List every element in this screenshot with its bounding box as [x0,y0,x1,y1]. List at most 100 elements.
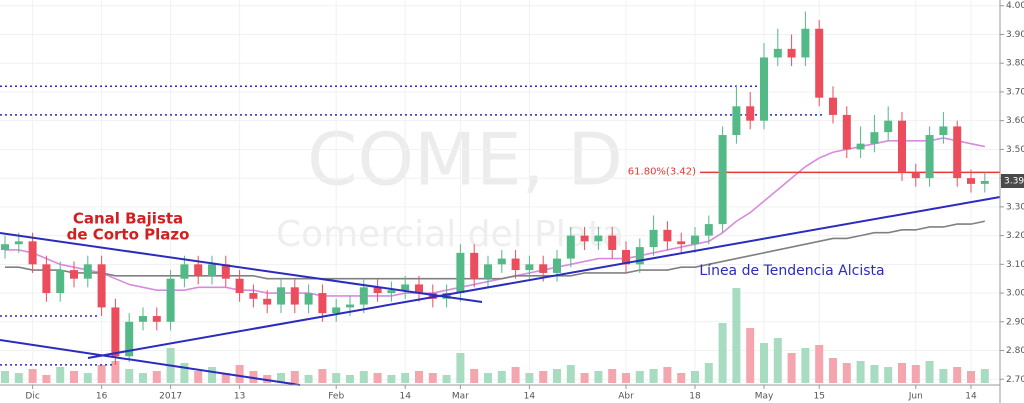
volume-bar [470,369,479,383]
volume-bar [649,369,658,383]
candle-body [622,249,630,265]
candle-body [70,270,78,279]
volume-bar [359,371,368,383]
candle-body [28,241,37,265]
candle-body [967,178,975,184]
candle-body [746,106,755,121]
candle-body [898,120,906,173]
x-tick-label: Jun [908,392,923,402]
volume-bar [594,371,603,383]
annotation: Línea de Tendencia Alcista [699,263,884,279]
volume-bar [97,365,106,383]
last-price-box [1001,174,1024,189]
candle-body [56,270,65,294]
candle-body [387,290,396,294]
moving-average [5,220,985,280]
y-tick-label: 3.90 [1006,30,1024,40]
volume-bar [732,288,741,383]
channel-line [0,339,301,386]
volume-bar [718,323,727,383]
volume-bar [842,363,851,383]
candle-body [525,264,534,271]
volume-bar [83,373,92,383]
volume-bar [373,373,382,383]
y-tick-label: 3.10 [1006,260,1024,270]
channel-line [0,232,483,303]
volume-bar [125,369,134,383]
volume-bar [14,373,23,383]
candle-body [97,264,106,308]
volume-bar [787,353,796,383]
candle-body [787,48,796,58]
volume-bar [801,348,810,383]
candle-body [649,229,658,248]
volume-bar [442,375,451,383]
candle-body [511,258,520,271]
candle-body [704,224,713,236]
candle-body [566,235,575,259]
volume-bar [180,363,189,383]
candle-body [318,293,327,314]
candle-body [663,229,672,242]
candle-body [980,181,989,184]
volume-bar [221,373,230,383]
volume-bar [580,373,589,383]
candle-body [497,258,506,265]
volume-bar [760,343,768,383]
candle-body [884,120,893,133]
x-tick-label: 13 [234,392,245,402]
volume-bar [401,373,410,383]
volume-bar [898,363,906,383]
candle-body [14,241,23,245]
y-tick-label: 3.50 [1006,145,1024,155]
x-tick-label: Dic [25,392,39,402]
candle-body [470,252,479,279]
candle-body [829,97,837,115]
candle-body [139,316,147,322]
y-tick-label: 3.60 [1006,116,1024,126]
volume-bar [608,369,617,383]
candle-body [111,307,120,357]
volume-bar [456,353,465,383]
y-tick-label: 2.90 [1006,317,1024,327]
candle-body [939,126,948,136]
trend-lines [0,196,1001,386]
candle-body [235,278,244,294]
last-price-label: 3.39 [1004,177,1024,187]
candle-body [870,132,879,144]
volume-bar [428,373,437,383]
volume-bar [139,373,147,383]
candle-body [277,287,285,305]
candle-body [911,172,920,179]
volume-bar [553,369,561,383]
candle-body [842,114,851,150]
watermark-subtitle: Comercial del Plata [276,214,624,255]
x-tick-label: 18 [689,392,701,402]
candle-body [553,258,561,273]
candle-body [1,244,9,250]
candle-body [580,235,589,242]
candle-body [953,126,962,179]
volume-bar [925,361,934,383]
y-tick-label: 3.20 [1006,231,1024,241]
volume-bar [277,373,285,383]
x-tick-label: 2017 [159,392,182,402]
volume-bar [815,345,824,383]
candle-body [290,287,299,305]
annotation: de Corto Plazo [67,226,190,244]
x-tick-label: Abr [618,392,634,402]
watermark-title: COME, D [307,118,623,202]
candle-body [42,264,51,294]
volume-bar [677,373,686,383]
volume-bar [856,361,865,383]
volume-bar [980,369,989,383]
candle-body [760,57,768,121]
candle-body [401,284,410,291]
volume-bar [691,371,699,383]
trend-line [87,196,1001,359]
candle-body [539,264,548,273]
volume-bar [773,338,782,383]
candle-body [221,264,230,279]
y-tick-label: 2.80 [1006,346,1024,356]
volume-bar [332,373,341,383]
